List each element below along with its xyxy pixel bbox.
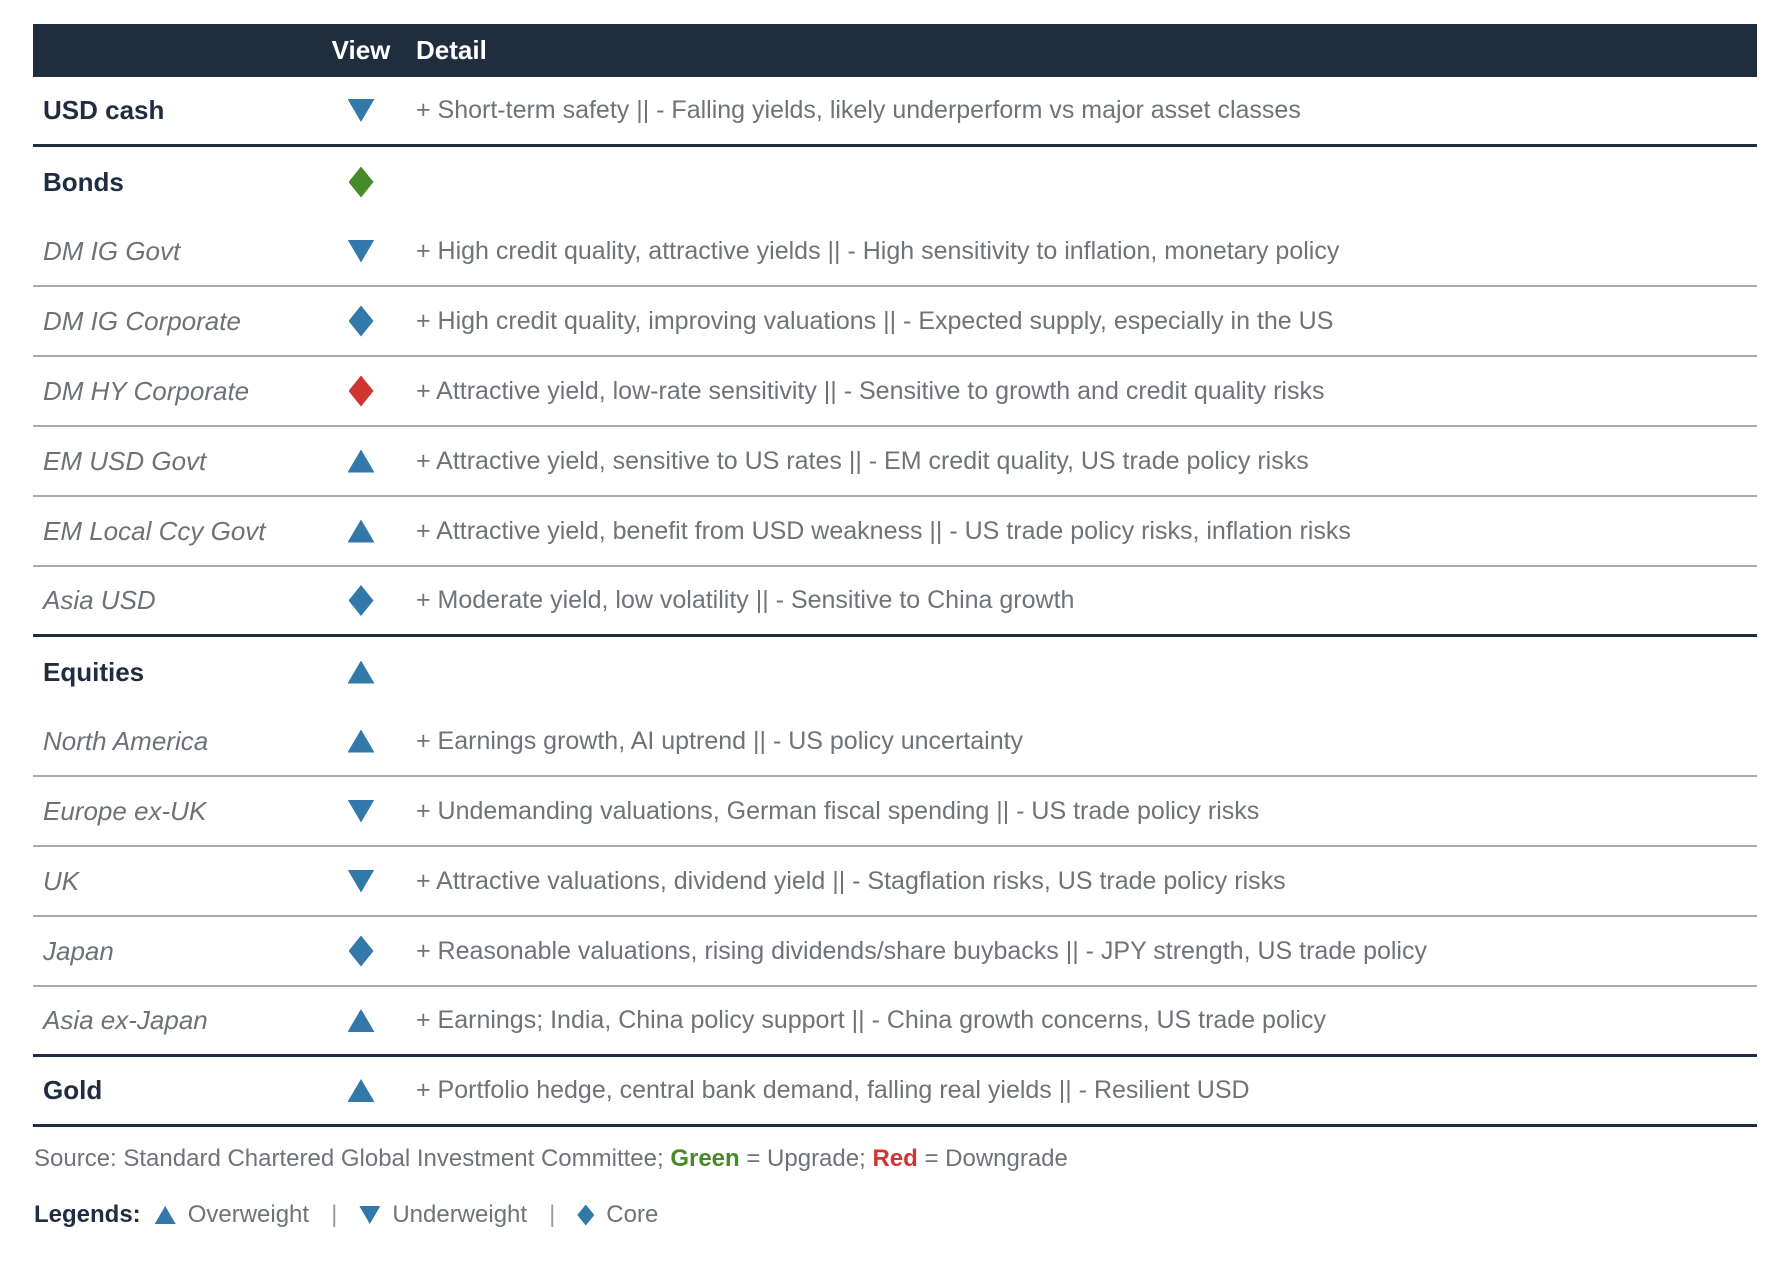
table-row: Gold + Portfolio hedge, central bank dema… xyxy=(33,1057,1757,1127)
diamond-icon xyxy=(348,935,374,967)
view-cell xyxy=(323,239,399,263)
diamond-icon xyxy=(348,305,374,337)
legend-item: Core xyxy=(577,1201,658,1229)
diamond-icon xyxy=(348,585,374,616)
diamond-icon xyxy=(348,166,374,198)
diamond-icon xyxy=(348,375,374,407)
view-cell xyxy=(323,99,399,122)
table-row: Japan + Reasonable valuations, rising div… xyxy=(33,917,1757,987)
view-cell xyxy=(323,585,399,616)
asset-view-table: View Detail USD cash + Short-term safety … xyxy=(33,24,1757,1127)
row-label: Asia USD xyxy=(43,585,156,615)
row-detail: + Earnings; India, China policy support … xyxy=(416,1006,1326,1034)
table-row: EM USD Govt + Attractive yield, sensitive… xyxy=(33,427,1757,497)
row-detail: + High credit quality, attractive yields… xyxy=(416,236,1340,265)
header-view: View xyxy=(331,35,391,65)
table-row: Asia ex-Japan + Earnings; India, China po… xyxy=(33,987,1757,1057)
view-cell xyxy=(323,869,399,893)
triangle-up-icon xyxy=(347,1079,375,1102)
row-detail: + Earnings growth, AI uptrend || - US po… xyxy=(416,726,1024,755)
green-upgrade-label: Green xyxy=(670,1145,740,1172)
table-row: North America + Earnings growth, AI uptre… xyxy=(33,707,1757,777)
legend-item-label: Overweight xyxy=(187,1201,310,1228)
row-detail: + Attractive yield, benefit from USD wea… xyxy=(416,516,1351,545)
row-label: Japan xyxy=(43,935,114,966)
red-downgrade-label: Red xyxy=(872,1145,918,1172)
view-cell xyxy=(323,1009,399,1032)
table-row: Bonds xyxy=(33,147,1757,217)
row-label: Europe ex-UK xyxy=(43,795,207,826)
row-label: EM Local Ccy Govt xyxy=(43,515,266,546)
row-label: DM IG Govt xyxy=(43,235,181,266)
legend-item-label: Underweight xyxy=(392,1201,528,1228)
row-detail: + Attractive yield, low-rate sensitivity… xyxy=(416,376,1325,405)
row-detail: + Moderate yield, low volatility || - Se… xyxy=(416,586,1075,614)
view-cell xyxy=(323,729,399,753)
table-body: USD cash + Short-term safety || - Falling… xyxy=(33,77,1757,1127)
row-label: Equities xyxy=(43,656,145,687)
row-label: North America xyxy=(43,725,209,756)
table-row: Asia USD + Moderate yield, low volatility… xyxy=(33,567,1757,637)
legend-item: Overweight xyxy=(154,1201,310,1229)
row-detail: + Attractive valuations, dividend yield … xyxy=(416,866,1286,895)
row-detail: + Attractive yield, sensitive to US rate… xyxy=(416,446,1309,475)
view-cell xyxy=(323,799,399,823)
red-suffix: = Downgrade xyxy=(917,1145,1068,1172)
triangle-down-icon xyxy=(347,869,375,893)
legend-items: Overweight | Underweight | Core xyxy=(154,1201,658,1229)
row-detail: + Reasonable valuations, rising dividend… xyxy=(416,936,1427,965)
row-label: Asia ex-Japan xyxy=(43,1005,208,1035)
triangle-down-icon xyxy=(359,1206,381,1224)
triangle-up-icon xyxy=(154,1206,176,1224)
row-detail: + Portfolio hedge, central bank demand, … xyxy=(416,1076,1250,1104)
diamond-icon xyxy=(577,1204,595,1226)
triangle-up-icon xyxy=(347,729,375,753)
legend-item-label: Core xyxy=(606,1201,659,1228)
header-detail: Detail xyxy=(416,35,487,65)
triangle-down-icon xyxy=(347,799,375,823)
legends-row: Legends: Overweight | Underweight | Core xyxy=(34,1201,1758,1229)
row-label: EM USD Govt xyxy=(43,445,207,476)
row-label: USD cash xyxy=(43,95,165,125)
view-cell xyxy=(323,519,399,543)
view-cell xyxy=(323,375,399,407)
row-label: Bonds xyxy=(43,166,124,197)
triangle-down-icon xyxy=(347,99,375,122)
row-label: DM IG Corporate xyxy=(43,305,241,336)
table-row: Equities xyxy=(33,637,1757,707)
row-label: UK xyxy=(43,865,80,896)
source-note: Source: Standard Chartered Global Invest… xyxy=(34,1145,1758,1173)
legend-separator: | xyxy=(549,1201,556,1228)
view-cell xyxy=(323,1079,399,1102)
view-cell xyxy=(323,166,399,198)
triangle-down-icon xyxy=(347,239,375,263)
triangle-up-icon xyxy=(347,660,375,684)
table-header: View Detail xyxy=(33,24,1757,77)
page: View Detail USD cash + Short-term safety … xyxy=(33,24,1758,1229)
table-row: DM IG Corporate + High credit quality, im… xyxy=(33,287,1757,357)
source-text: Source: Standard Chartered Global Invest… xyxy=(34,1145,671,1172)
table-row: DM HY Corporate + Attractive yield, low-r… xyxy=(33,357,1757,427)
row-label: DM HY Corporate xyxy=(43,375,250,406)
legend-separator: | xyxy=(331,1201,338,1228)
table-row: UK + Attractive valuations, dividend yiel… xyxy=(33,847,1757,917)
green-suffix: = Upgrade; xyxy=(739,1145,873,1172)
view-cell xyxy=(323,935,399,967)
legend-item: Underweight xyxy=(359,1201,527,1229)
triangle-up-icon xyxy=(347,519,375,543)
table-row: EM Local Ccy Govt + Attractive yield, ben… xyxy=(33,497,1757,567)
view-cell xyxy=(323,660,399,684)
table-row: DM IG Govt + High credit quality, attract… xyxy=(33,217,1757,287)
triangle-up-icon xyxy=(347,449,375,473)
legends-label: Legends: xyxy=(34,1201,141,1228)
row-label: Gold xyxy=(43,1075,103,1105)
view-cell xyxy=(323,305,399,337)
table-row: Europe ex-UK + Undemanding valuations, Ge… xyxy=(33,777,1757,847)
row-detail: + Undemanding valuations, German fiscal … xyxy=(416,796,1260,825)
triangle-up-icon xyxy=(347,1009,375,1032)
row-detail: + High credit quality, improving valuati… xyxy=(416,306,1334,335)
row-detail: + Short-term safety || - Falling yields,… xyxy=(416,96,1301,124)
view-cell xyxy=(323,449,399,473)
table-row: USD cash + Short-term safety || - Falling… xyxy=(33,77,1757,147)
